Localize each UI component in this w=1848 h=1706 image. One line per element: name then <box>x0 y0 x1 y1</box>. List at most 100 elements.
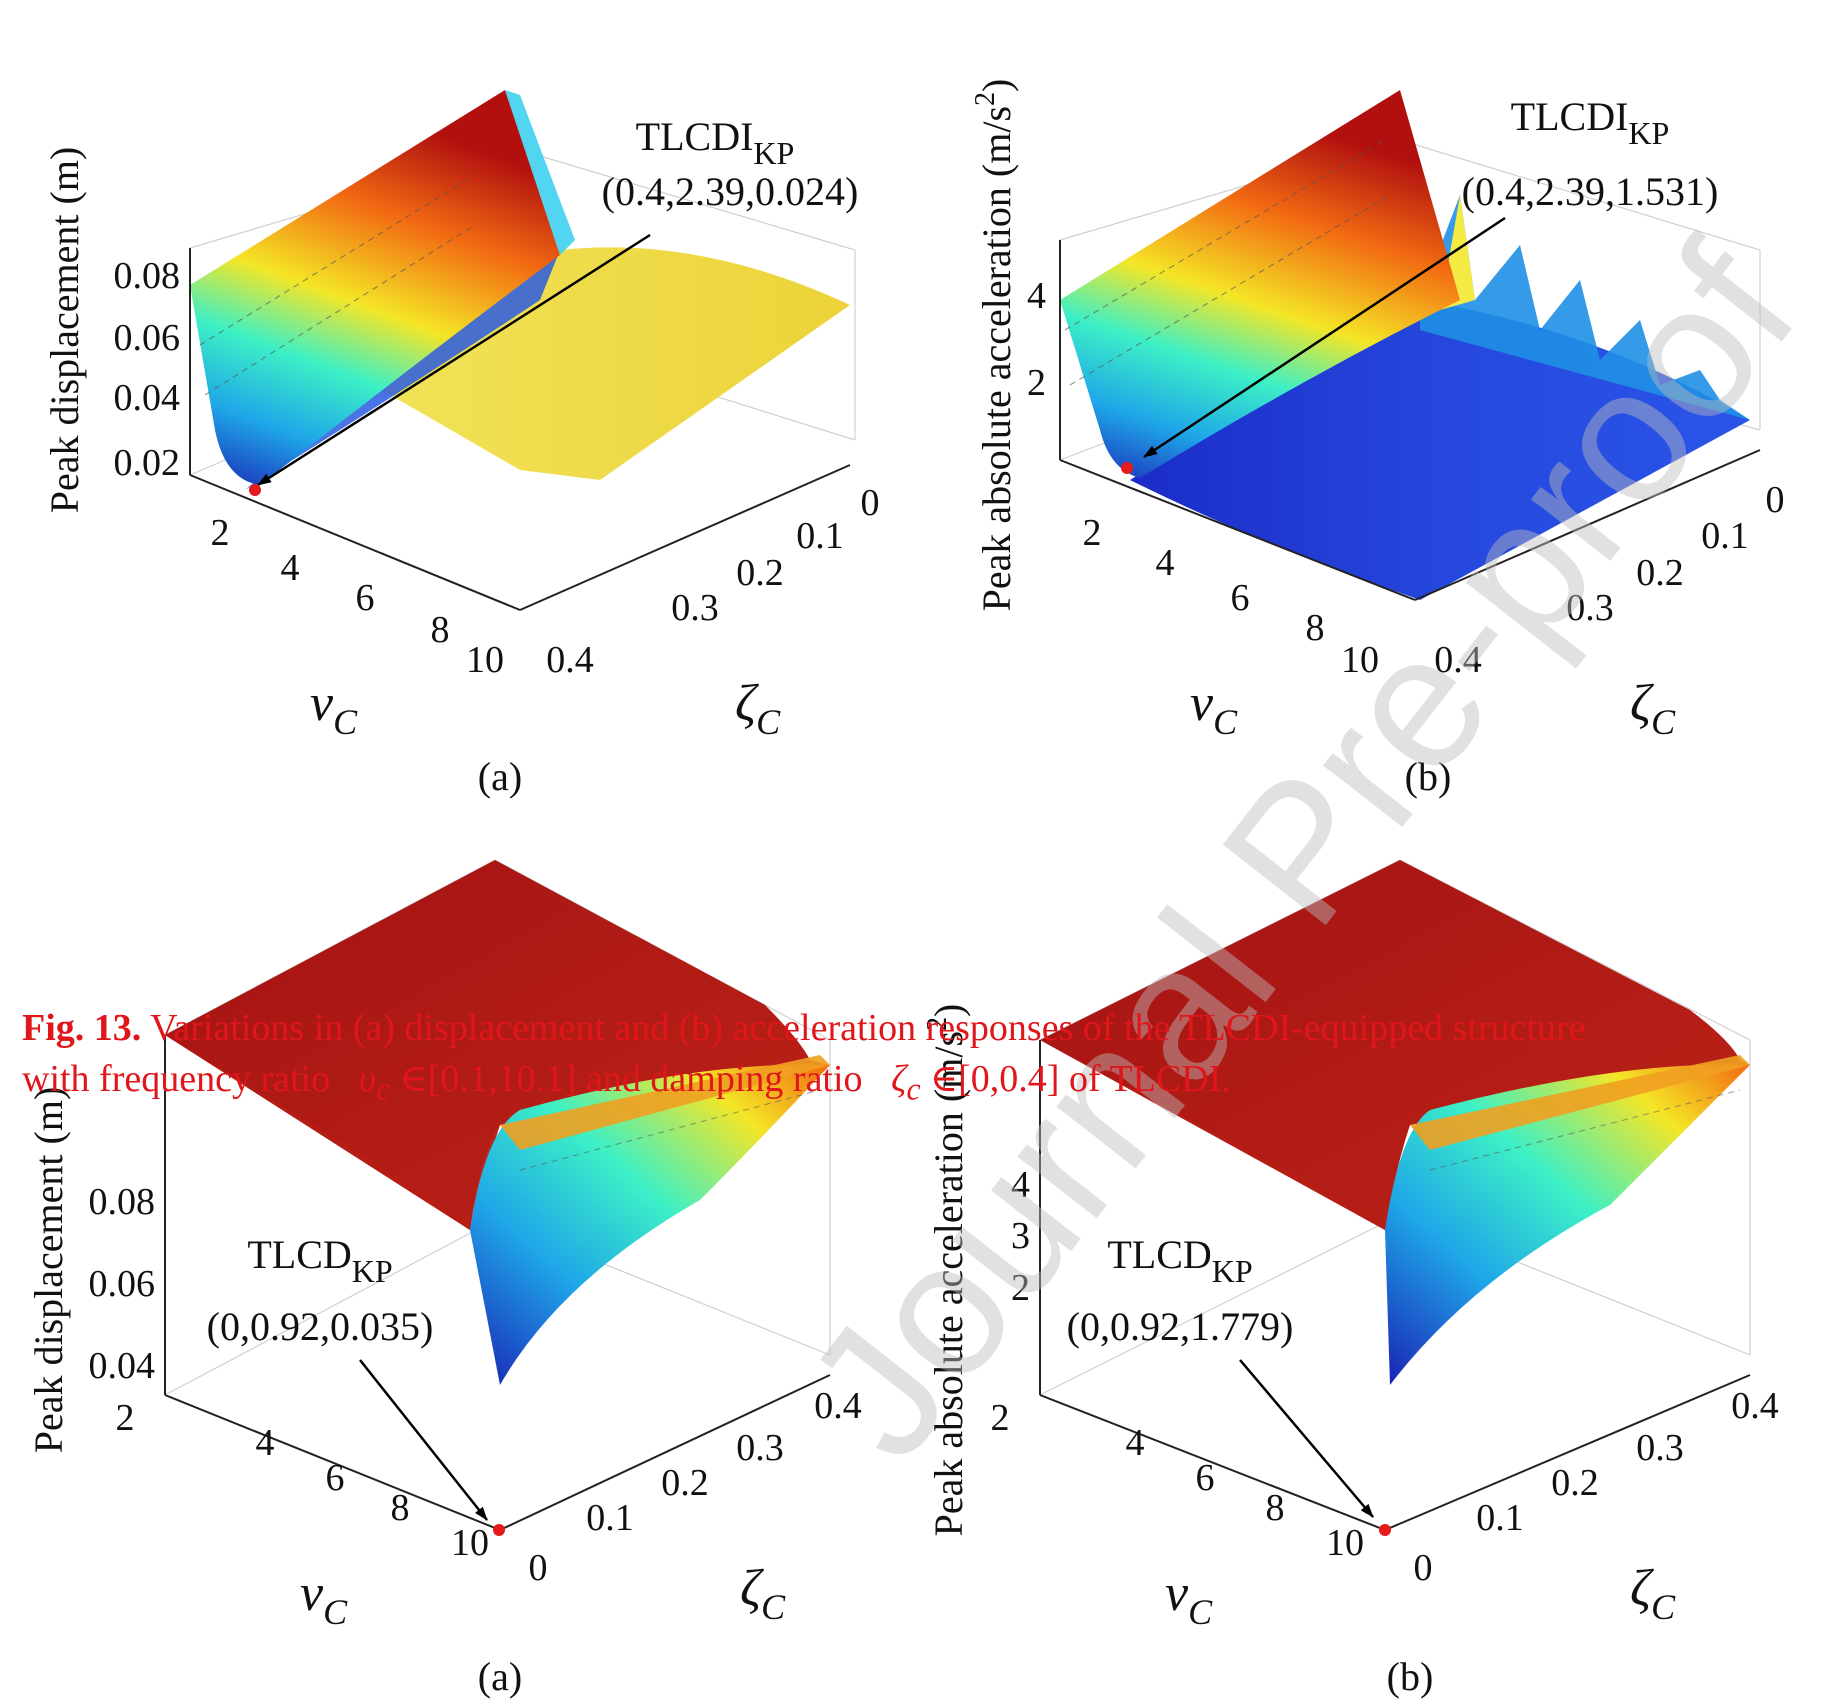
panel-top-a-annotation-arrow <box>257 233 651 487</box>
panel-bottom-a-ytick: 0.4 <box>814 1385 862 1427</box>
panel-bottom-b-kp-marker <box>1379 1524 1391 1536</box>
caption-nu-sub: c <box>376 1071 391 1107</box>
panel-top-b <box>1059 90 1761 601</box>
panel-top-b-kp-marker <box>1121 462 1133 474</box>
panel-top-a-xlabel-part: C <box>333 702 358 742</box>
panel-bottom-a-ylabel-part: C <box>761 1587 786 1627</box>
panel-bottom-a-xtick: 2 <box>116 1397 135 1439</box>
panel-bottom-a-panel-label: (a) <box>478 1654 522 1699</box>
panel-top-b-zlabel: Peak absolute acceleration (m/s2) <box>970 79 1019 612</box>
panel-bottom-b-ztick: 2 <box>1011 1267 1030 1309</box>
panel-top-a-zlabel: Peak displacement (m) <box>42 147 87 514</box>
panel-top-a-ztick: 0.02 <box>114 442 181 484</box>
panel-top-a <box>189 90 856 611</box>
caption-label: Fig. 13. <box>22 1007 142 1049</box>
panel-top-a-zlabel-part: Peak displacement (m) <box>42 147 87 514</box>
panel-top-a-kp-marker <box>249 484 261 496</box>
caption-range-zeta: ∈[0,0.4] of TLCDI. <box>930 1058 1231 1100</box>
panel-bottom-a-xlabel-part: ν <box>300 1565 324 1622</box>
panel-bottom-a-xlabel: νC <box>300 1565 348 1632</box>
panel-bottom-a-ytick: 0 <box>529 1547 548 1589</box>
panel-bottom-a-ytick: 0.2 <box>661 1462 709 1504</box>
panel-bottom-b-xlabel-part: C <box>1188 1592 1213 1632</box>
panel-bottom-b-ytick: 0.1 <box>1476 1497 1524 1539</box>
panel-top-b-zlabel-part: ) <box>974 79 1019 92</box>
panel-bottom-b-zlabel-part: Peak absolute acceleration (m/s <box>926 1031 971 1536</box>
caption-text-2: with frequency ratio <box>22 1058 331 1100</box>
panel-top-a-panel-label: (a) <box>478 754 522 799</box>
panel-bottom-a-ytick: 0.1 <box>586 1497 634 1539</box>
panel-top-b-annotation-title: TLCDIKP <box>1511 94 1670 151</box>
axis-lines <box>164 1035 831 1531</box>
panel-bottom-a-ytick: 0.3 <box>736 1427 784 1469</box>
panel-top-b-xlabel-part: C <box>1213 702 1238 742</box>
caption-nu: υ <box>358 1058 377 1100</box>
surface-main-ridge <box>1060 90 1460 478</box>
panel-bottom-b-xlabel-part: ν <box>1165 1565 1189 1622</box>
caption-zeta-sub: c <box>906 1071 921 1107</box>
panel-bottom-a-xtick: 8 <box>391 1487 410 1529</box>
panel-bottom-b-xtick: 2 <box>991 1397 1010 1439</box>
panel-top-b-ytick: 0 <box>1766 479 1785 521</box>
panel-top-b-annotation-arrow <box>1143 216 1506 459</box>
panel-bottom-b-xtick: 4 <box>1126 1422 1145 1464</box>
panel-top-b-ztick: 4 <box>1027 275 1046 317</box>
panel-top-a-annotation-title-part: TLCDI <box>636 114 754 159</box>
panel-top-b-xtick: 8 <box>1306 607 1325 649</box>
panel-bottom-b-ytick: 0.3 <box>1636 1427 1684 1469</box>
panel-top-a-xtick: 8 <box>431 609 450 651</box>
panel-bottom-b-zlabel: Peak absolute acceleration (m/s2) <box>922 1004 971 1537</box>
panel-bottom-b-xtick: 6 <box>1196 1457 1215 1499</box>
panel-top-b-ytick: 0.1 <box>1701 515 1749 557</box>
panel-bottom-b-annotation-title-part: KP <box>1212 1253 1253 1289</box>
panel-bottom-b-ylabel-part: C <box>1651 1587 1676 1627</box>
panel-bottom-a-ylabel-part: ζ <box>740 1560 764 1617</box>
panel-top-b-zlabel-part: Peak absolute acceleration (m/s <box>974 106 1019 611</box>
panel-bottom-a-annotation-arrow <box>359 1359 488 1521</box>
caption-line-1: Fig. 13. Variations in (a) displacement … <box>22 1003 1842 1054</box>
panel-bottom-a <box>164 859 831 1531</box>
panel-top-b-ytick: 0.2 <box>1636 552 1684 594</box>
panel-top-a-xtick: 6 <box>356 577 375 619</box>
panel-bottom-b-xtick: 8 <box>1266 1487 1285 1529</box>
panel-top-b-panel-label: (b) <box>1405 754 1452 799</box>
panel-top-a-ztick: 0.06 <box>114 317 181 359</box>
panel-top-a-ytick: 0.2 <box>736 552 784 594</box>
figure-caption: Fig. 13. Variations in (a) displacement … <box>22 1003 1842 1115</box>
panel-bottom-a-ztick: 0.08 <box>89 1181 156 1223</box>
axis-lines <box>189 248 851 611</box>
panel-top-a-xtick: 4 <box>281 547 300 589</box>
panel-bottom-a-xtick: 6 <box>326 1457 345 1499</box>
panel-bottom-a-ylabel: ζC <box>740 1560 786 1627</box>
panel-top-b-ztick: 2 <box>1027 362 1046 404</box>
panel-top-b-zlabel-part: 2 <box>970 92 1001 106</box>
caption-line-2: with frequency ratio υc ∈[0.1,10.1] and … <box>22 1054 1842 1115</box>
panel-top-a-ylabel-part: C <box>756 702 781 742</box>
panel-bottom-a-annotation-title-part: TLCD <box>247 1232 351 1277</box>
panel-bottom-a-xlabel-part: C <box>323 1592 348 1632</box>
panel-bottom-b-annotation-title-part: TLCD <box>1107 1232 1211 1277</box>
panel-top-a-ylabel-part: ζ <box>735 675 759 732</box>
panel-bottom-b-ytick: 0.4 <box>1731 1385 1779 1427</box>
panel-top-b-ylabel-part: C <box>1651 702 1676 742</box>
panel-bottom-a-ztick: 0.04 <box>89 1345 156 1387</box>
panel-top-a-ytick: 0.4 <box>546 639 594 681</box>
panel-top-a-ylabel: ζC <box>735 675 781 742</box>
panel-top-a-ytick: 0.3 <box>671 587 719 629</box>
panel-bottom-b-zlabel-part: ) <box>926 1004 971 1017</box>
surface-ridges <box>1420 195 1750 420</box>
surface-corner <box>470 1064 830 1385</box>
panel-top-a-ztick: 0.08 <box>114 255 181 297</box>
panel-bottom-b-ytick: 0.2 <box>1551 1462 1599 1504</box>
panel-bottom-b-ztick: 3 <box>1011 1215 1030 1257</box>
panel-bottom-b-xlabel: νC <box>1165 1565 1213 1632</box>
panel-top-b-xtick: 4 <box>1156 542 1175 584</box>
panel-top-a-xtick: 10 <box>466 639 504 681</box>
panel-top-a-ztick: 0.04 <box>114 377 181 419</box>
panel-top-b-xlabel: νC <box>1190 675 1238 742</box>
panel-top-b-xtick: 10 <box>1341 639 1379 681</box>
panel-bottom-b-ylabel-part: ζ <box>1630 1560 1654 1617</box>
panel-bottom-a-zlabel-part: Peak displacement (m) <box>26 1087 71 1454</box>
panel-top-a-annotation-title-part: KP <box>753 135 794 171</box>
